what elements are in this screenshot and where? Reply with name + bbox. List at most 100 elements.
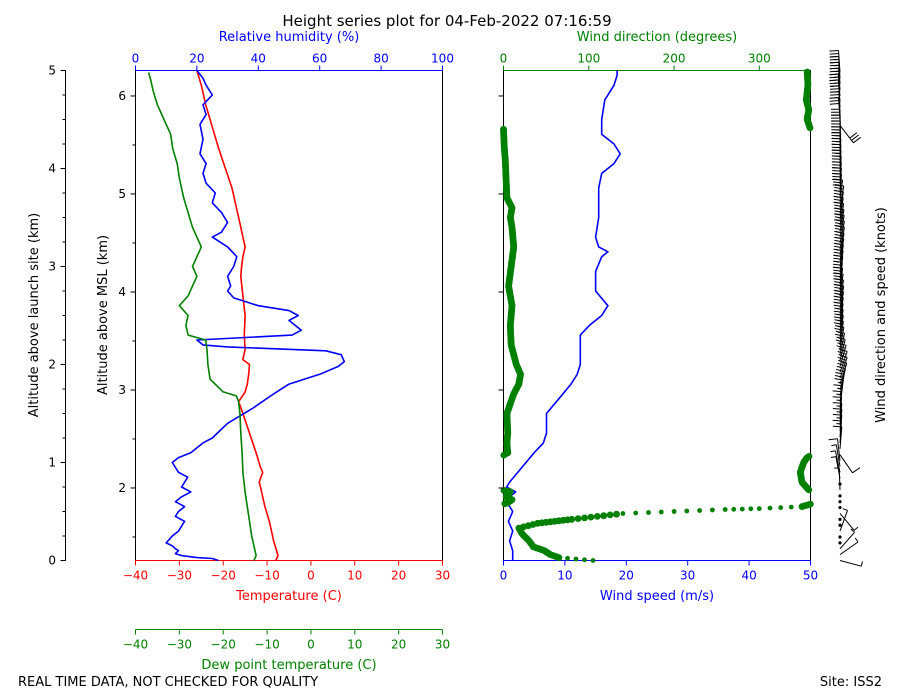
barb-half-flag	[830, 450, 836, 453]
barb-shaft	[839, 409, 843, 432]
wind-barb	[839, 528, 855, 550]
barb-shaft	[839, 345, 847, 367]
barb-flag	[829, 61, 840, 64]
barb-shaft	[839, 268, 844, 291]
direction-dot	[587, 513, 595, 521]
direction-dot	[788, 504, 794, 510]
barb-flag	[852, 467, 861, 474]
wind-barb	[838, 505, 842, 510]
barb-calm	[838, 494, 842, 498]
tick-label: 2	[48, 358, 56, 372]
direction-dot	[778, 505, 784, 510]
tick-label: −20	[211, 638, 236, 652]
barb-flag	[829, 100, 839, 102]
barb-flag	[832, 390, 842, 393]
barb-shaft	[839, 403, 843, 426]
wind-frame	[503, 70, 811, 561]
msl-axis-label: Altitude above MSL (km)	[96, 235, 111, 395]
direction-dot	[748, 506, 754, 512]
barb-half-flag	[842, 508, 848, 511]
tick-label: 30	[680, 569, 695, 583]
barb-shaft	[839, 274, 844, 296]
barb-flag	[829, 79, 839, 82]
tick-label: 2	[118, 481, 126, 495]
barb-calm	[838, 523, 842, 527]
barb-shaft	[839, 303, 844, 326]
direction-dot	[620, 511, 626, 516]
direction-dot	[582, 557, 587, 563]
direction-dot	[658, 509, 664, 515]
wind-barb	[830, 456, 841, 479]
temperature-axis-label: Temperature (C)	[235, 589, 342, 604]
tick-label: 60	[312, 52, 327, 66]
barb-shaft	[839, 215, 845, 238]
barb-shaft	[838, 50, 841, 73]
wind-barb	[830, 450, 841, 473]
barb-shaft	[839, 297, 844, 320]
barb-shaft	[839, 221, 845, 244]
barb-shaft	[839, 309, 844, 332]
barb-flag	[836, 345, 846, 349]
barb-half-flag	[854, 537, 859, 543]
barb-shaft	[839, 256, 844, 279]
direction-dot	[722, 507, 728, 512]
barb-shaft	[839, 179, 843, 202]
direction-dot	[806, 500, 814, 508]
barb-flag	[830, 67, 840, 70]
tick-label: 3	[118, 383, 126, 397]
barb-shaft	[839, 357, 848, 379]
tick-label: 30	[435, 638, 450, 652]
barb-half-flag	[860, 561, 863, 567]
barb-shaft	[839, 191, 844, 214]
barb-shaft	[839, 315, 844, 338]
speed-axis-ticks: 0 10 20 30 40 50	[500, 560, 818, 583]
tick-label: 80	[373, 52, 388, 66]
wind-barb	[839, 125, 861, 144]
barb-flag	[833, 192, 843, 196]
barb-shaft	[834, 450, 841, 473]
tick-label: 100	[431, 52, 454, 66]
tick-label: 4	[118, 285, 126, 299]
barb-half-flag	[850, 528, 855, 533]
barb-shaft	[835, 444, 841, 467]
tick-label: 10	[347, 638, 362, 652]
barb-shaft	[839, 291, 844, 314]
direction-dot	[581, 514, 588, 522]
wind-barb	[831, 444, 841, 467]
tick-label: −40	[123, 638, 148, 652]
direction-dot	[803, 68, 811, 76]
tick-label: −30	[167, 569, 192, 583]
tick-label: 50	[803, 569, 818, 583]
wind-barb	[838, 482, 842, 486]
tick-label: 4	[48, 162, 56, 176]
tick-label: 0	[307, 569, 315, 583]
barb-shaft	[839, 351, 848, 373]
barb-shaft	[839, 250, 844, 273]
barb-flag	[832, 178, 842, 181]
direction-dot	[633, 510, 639, 516]
direction-dot	[565, 555, 570, 561]
barb-shaft	[839, 327, 845, 349]
temperature-axis-ticks: −40 −30 −20 −10 0 10 20 30	[123, 560, 450, 583]
barb-shaft	[835, 456, 841, 479]
wind-direction-dots	[500, 68, 814, 563]
direction-axis-label: Wind direction (degrees)	[577, 30, 737, 45]
direction-dot	[606, 511, 614, 519]
wind-barb	[839, 560, 863, 567]
barb-flag	[853, 136, 861, 144]
wind-barbs	[828, 50, 863, 567]
barb-shaft	[839, 185, 845, 208]
tick-label: 20	[189, 52, 204, 66]
direction-dot	[613, 510, 620, 518]
wind-barb	[838, 494, 842, 498]
msl-axis-ticks: 2 3 4 5 6	[118, 89, 136, 538]
direction-dot	[671, 509, 677, 514]
tick-label: 0	[500, 52, 508, 66]
barb-shaft	[839, 333, 846, 355]
tick-label: 5	[48, 64, 56, 78]
direction-dot	[767, 505, 773, 511]
barb-half-flag	[830, 456, 836, 458]
barb-shaft	[839, 560, 862, 567]
direction-dot	[568, 515, 576, 523]
